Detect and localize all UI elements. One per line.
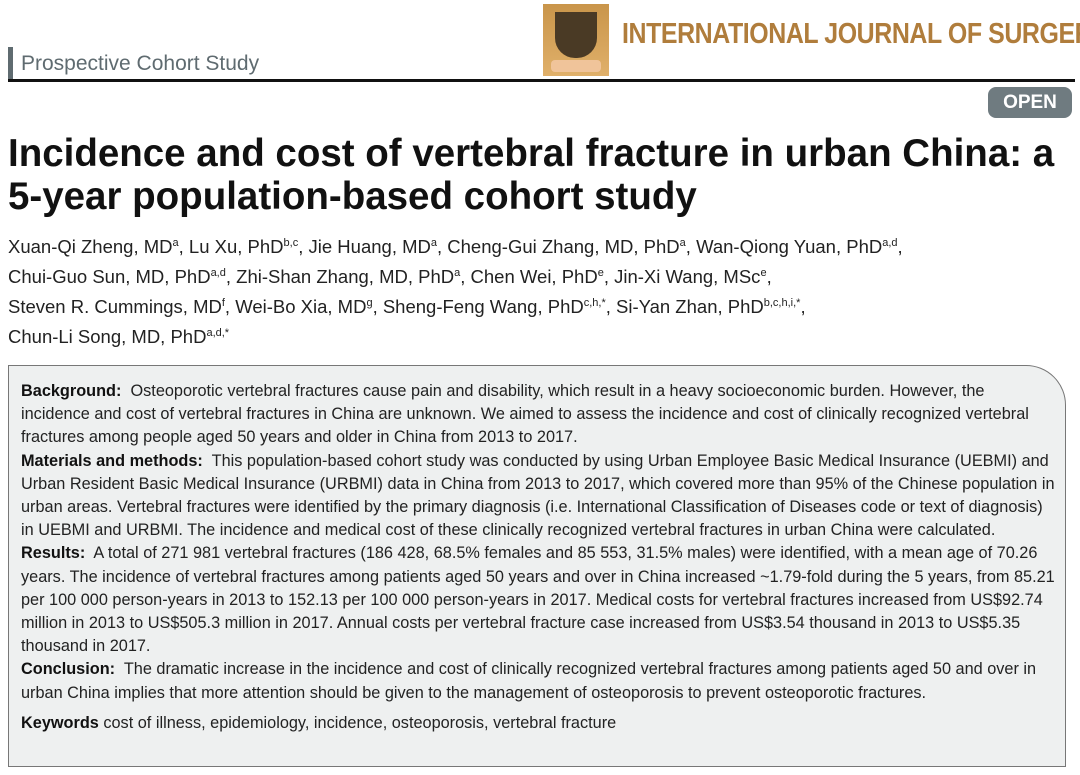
author-name: Steven R. Cummings, MD: [8, 296, 222, 318]
author-affiliation: c,h,*: [583, 297, 606, 310]
author-name: Si-Yan Zhan, PhD: [616, 296, 764, 318]
article-type-label: Prospective Cohort Study: [8, 47, 259, 81]
author-affiliation: b,c,h,i,*: [763, 297, 801, 310]
author-list: Xuan-Qi Zheng, MDa, Lu Xu, PhDb,c, Jie H…: [8, 236, 903, 348]
author-affiliation: b,c: [283, 237, 299, 249]
author-affiliation: a,d: [882, 237, 898, 249]
author-affiliation: g: [366, 297, 373, 310]
author-affiliation: e: [760, 267, 767, 280]
abstract-background: Background: Osteoporotic vertebral fract…: [21, 382, 1029, 447]
abstract-results: Results: A total of 271 981 vertebral fr…: [21, 544, 1055, 656]
author-name: Chun-Li Song, MD, PhD: [8, 326, 207, 348]
author-affiliation: a,d: [210, 267, 226, 280]
abstract-conclusion: Conclusion: The dramatic increase in the…: [21, 660, 1037, 702]
author-name: Chui-Guo Sun, MD, PhD: [8, 266, 211, 288]
journal-name: INTERNATIONAL JOURNAL OF SURGERY: [622, 18, 1080, 50]
author-affiliation: a: [454, 267, 461, 280]
keywords: Keywords cost of illness, epidemiology, …: [21, 713, 617, 732]
abstract-methods: Materials and methods: This population-b…: [21, 451, 1055, 540]
author-affiliation: a,d,*: [206, 327, 230, 340]
open-access-badge: OPEN: [988, 87, 1072, 118]
author-name: Jin-Xi Wang, MSc: [614, 266, 761, 288]
author-name: Wan-Qiong Yuan, PhD: [696, 236, 883, 258]
author-affiliation: a: [172, 237, 179, 249]
article-title: Incidence and cost of vertebral fracture…: [8, 132, 1055, 218]
author-affiliation: e: [597, 267, 604, 280]
author-name: Zhi-Shan Zhang, MD, PhD: [236, 266, 455, 288]
author-affiliation: f: [221, 297, 225, 310]
author-name: Xuan-Qi Zheng, MD: [8, 236, 173, 258]
author-affiliation: a: [679, 237, 686, 249]
author-name: Chen Wei, PhD: [470, 266, 598, 288]
header-rule: [8, 79, 1075, 82]
author-name: Sheng-Feng Wang, PhD: [382, 296, 584, 318]
author-name: Jie Huang, MD: [308, 236, 431, 258]
author-affiliation: a: [430, 237, 437, 249]
author-name: Lu Xu, PhD: [188, 236, 284, 258]
abstract-box: Background: Osteoporotic vertebral fract…: [8, 365, 1066, 767]
author-name: Wei-Bo Xia, MD: [235, 296, 367, 318]
journal-crest-logo: [543, 4, 609, 76]
author-name: Cheng-Gui Zhang, MD, PhD: [447, 236, 680, 258]
